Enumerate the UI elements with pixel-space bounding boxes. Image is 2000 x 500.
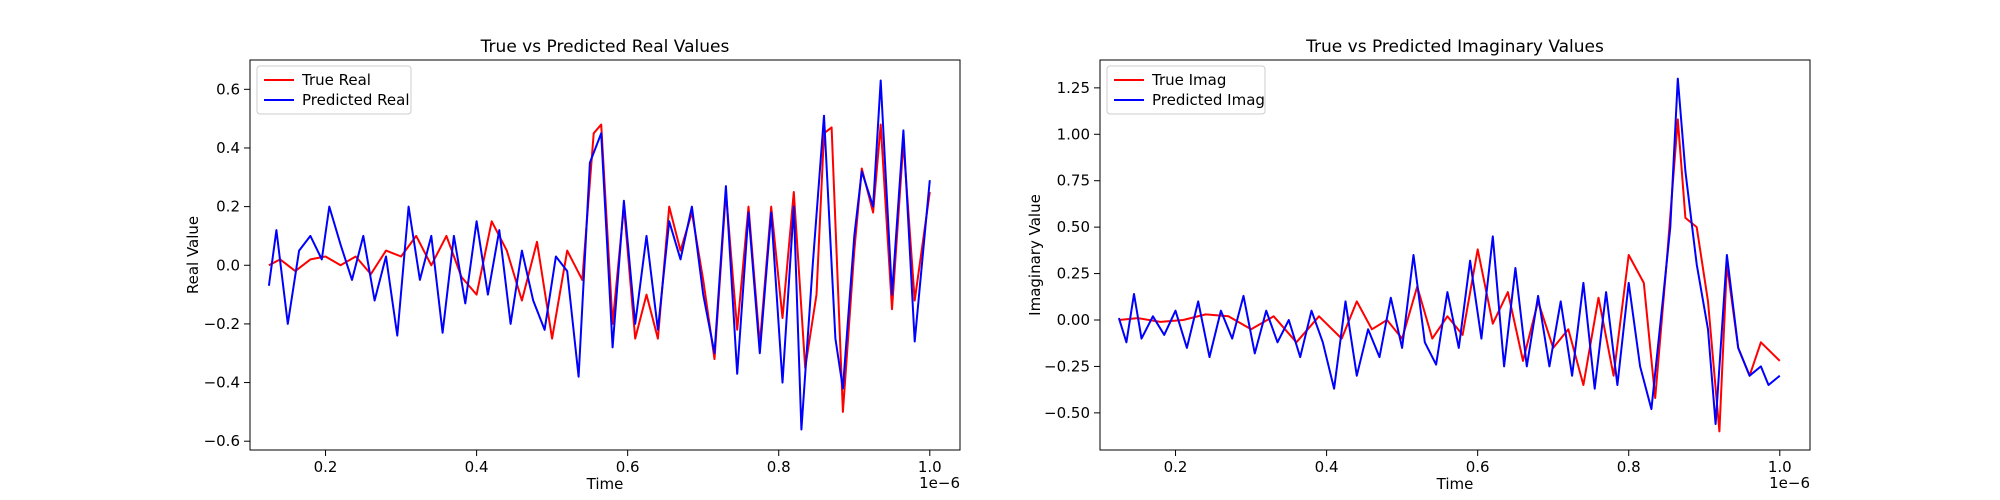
series-line-true-imag [1118, 118, 1781, 433]
x-axis-ticks: 0.2 0.4 0.6 0.8 1.0 [1164, 450, 1792, 476]
x-tick-label: 0.8 [1617, 458, 1641, 476]
x-tick-label: 0.6 [616, 458, 640, 476]
y-tick-label: 0.75 [1057, 172, 1090, 190]
series-line-predicted-real [267, 79, 931, 431]
x-tick-label: 0.8 [767, 458, 791, 476]
y-tick-label: 0.4 [216, 139, 240, 157]
legend-label-true-real: True Real [301, 71, 371, 89]
y-axis-label: Imaginary Value [1026, 194, 1044, 316]
x-axis-label: Time [1436, 475, 1474, 493]
x-tick-label: 0.2 [1164, 458, 1188, 476]
legend-box [256, 65, 412, 115]
x-tick-label: 1.0 [918, 458, 942, 476]
chart-imaginary-values: True vs Predicted Imaginary Values −0.50… [1026, 37, 1811, 493]
plot-frame [249, 59, 961, 451]
x-axis-offset: 1e−6 [919, 474, 960, 492]
series-lines [1117, 77, 1781, 433]
y-tick-label: −0.50 [1044, 404, 1090, 422]
x-axis-offset: 1e−6 [1769, 474, 1810, 492]
legend: True Imag Predicted Imag [1106, 65, 1266, 115]
plot-frame [1099, 59, 1811, 451]
legend-box [1106, 65, 1266, 115]
legend-label-predicted-imag: Predicted Imag [1152, 91, 1265, 109]
y-tick-label: −0.25 [1044, 357, 1090, 375]
y-tick-label: −0.2 [204, 315, 240, 333]
y-tick-label: 0.25 [1057, 265, 1090, 283]
x-axis-label: Time [586, 475, 624, 493]
y-axis-label: Real Value [184, 216, 202, 294]
x-tick-label: 0.4 [465, 458, 489, 476]
y-tick-label: 0.6 [216, 80, 240, 98]
legend-label-true-imag: True Imag [1151, 71, 1226, 89]
legend-label-predicted-real: Predicted Real [302, 91, 410, 109]
x-tick-label: 0.6 [1466, 458, 1490, 476]
x-axis-ticks: 0.2 0.4 0.6 0.8 1.0 [314, 450, 942, 476]
y-axis-ticks: −0.6 −0.4 −0.2 0.0 0.2 0.4 0.6 [204, 80, 250, 450]
y-tick-label: 1.00 [1057, 125, 1090, 143]
series-lines [267, 79, 931, 431]
x-tick-label: 0.4 [1315, 458, 1339, 476]
chart-title: True vs Predicted Real Values [480, 37, 730, 57]
series-line-predicted-imag [1117, 77, 1781, 425]
series-line-true-real [268, 123, 931, 413]
y-tick-label: 0.50 [1057, 218, 1090, 236]
x-tick-label: 1.0 [1768, 458, 1792, 476]
y-tick-label: −0.6 [204, 432, 240, 450]
y-tick-label: 0.00 [1057, 311, 1090, 329]
x-tick-label: 0.2 [314, 458, 338, 476]
legend: True Real Predicted Real [256, 65, 412, 115]
chart-real-values: True vs Predicted Real Values −0.6−0.4−0… [184, 37, 961, 493]
chart-title: True vs Predicted Imaginary Values [1305, 37, 1604, 57]
y-tick-label: 0.2 [216, 198, 240, 216]
y-tick-label: −0.4 [204, 374, 240, 392]
y-tick-label: 1.25 [1057, 79, 1090, 97]
y-axis-ticks: −0.50 −0.25 0.00 0.25 0.50 0.75 1.00 1.25 [1044, 79, 1100, 422]
y-tick-label: 0.0 [216, 256, 240, 274]
